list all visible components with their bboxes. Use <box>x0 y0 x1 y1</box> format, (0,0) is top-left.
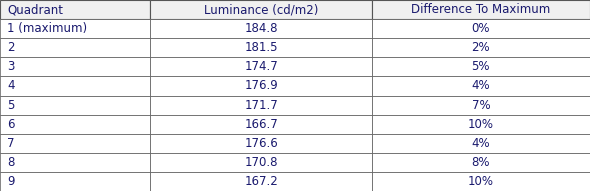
Text: 4%: 4% <box>471 137 490 150</box>
Bar <box>0 76 150 96</box>
Bar <box>0 38 150 57</box>
Bar <box>372 0 590 19</box>
Bar <box>372 115 590 134</box>
Bar <box>0 115 150 134</box>
Text: 0%: 0% <box>471 22 490 35</box>
Bar <box>0 134 150 153</box>
Text: 2%: 2% <box>471 41 490 54</box>
Bar <box>372 57 590 76</box>
Text: 167.2: 167.2 <box>244 175 278 188</box>
Bar <box>150 172 372 191</box>
Bar <box>150 76 372 96</box>
Text: 10%: 10% <box>468 118 494 131</box>
Bar <box>150 153 372 172</box>
Text: 4: 4 <box>7 79 15 92</box>
Text: 5: 5 <box>7 99 14 112</box>
Text: 181.5: 181.5 <box>244 41 278 54</box>
Bar <box>372 172 590 191</box>
Bar <box>0 172 150 191</box>
Text: 176.9: 176.9 <box>244 79 278 92</box>
Text: 2: 2 <box>7 41 15 54</box>
Bar <box>372 19 590 38</box>
Bar <box>0 0 150 19</box>
Bar <box>372 76 590 96</box>
Bar <box>372 96 590 115</box>
Bar <box>150 19 372 38</box>
Text: 10%: 10% <box>468 175 494 188</box>
Text: 170.8: 170.8 <box>244 156 278 169</box>
Text: 3: 3 <box>7 60 14 73</box>
Bar <box>150 38 372 57</box>
Bar <box>0 153 150 172</box>
Bar <box>372 38 590 57</box>
Text: 9: 9 <box>7 175 15 188</box>
Bar <box>150 57 372 76</box>
Bar <box>372 153 590 172</box>
Bar <box>372 134 590 153</box>
Text: Quadrant: Quadrant <box>7 3 63 16</box>
Text: 166.7: 166.7 <box>244 118 278 131</box>
Bar <box>0 96 150 115</box>
Bar <box>150 115 372 134</box>
Text: 7%: 7% <box>471 99 490 112</box>
Text: 171.7: 171.7 <box>244 99 278 112</box>
Text: 1 (maximum): 1 (maximum) <box>7 22 87 35</box>
Text: 176.6: 176.6 <box>244 137 278 150</box>
Text: Difference To Maximum: Difference To Maximum <box>411 3 550 16</box>
Text: Luminance (cd/m2): Luminance (cd/m2) <box>204 3 318 16</box>
Bar <box>150 134 372 153</box>
Text: 174.7: 174.7 <box>244 60 278 73</box>
Bar <box>0 57 150 76</box>
Bar <box>0 19 150 38</box>
Text: 6: 6 <box>7 118 15 131</box>
Text: 184.8: 184.8 <box>244 22 278 35</box>
Bar <box>150 0 372 19</box>
Text: 4%: 4% <box>471 79 490 92</box>
Text: 8: 8 <box>7 156 14 169</box>
Bar <box>150 96 372 115</box>
Text: 5%: 5% <box>471 60 490 73</box>
Text: 8%: 8% <box>471 156 490 169</box>
Text: 7: 7 <box>7 137 15 150</box>
